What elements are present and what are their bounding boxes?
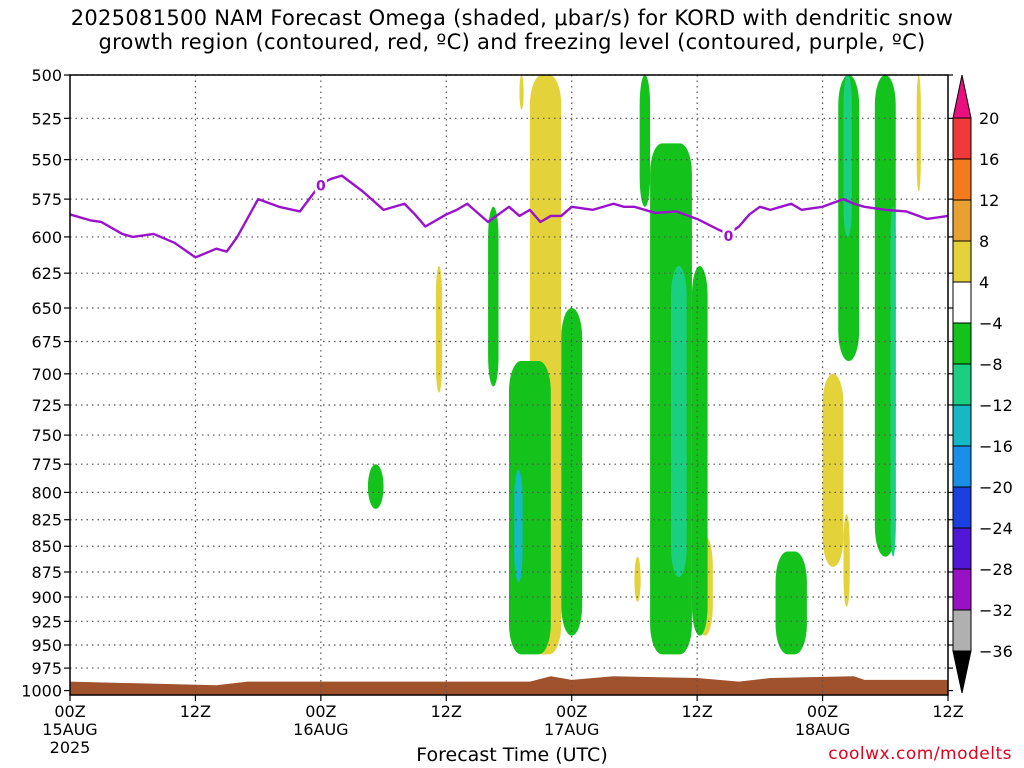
y-tick-label: 850 [31, 537, 62, 556]
x-tick-label: 12Z [180, 702, 211, 721]
x-tick-label: 00Z [305, 702, 336, 721]
colorbar-band [952, 404, 972, 447]
x-tick-label: 00Z [556, 702, 587, 721]
y-tick-label: 950 [31, 636, 62, 655]
x-tick-label: 00Z [54, 702, 85, 721]
colorbar-band [952, 445, 972, 488]
colorbar-band [952, 609, 972, 652]
omega-region [367, 464, 384, 509]
grid-layer [70, 74, 948, 695]
omega-region [890, 206, 896, 557]
colorbar-bottom-arrow [952, 650, 972, 694]
x-tick-date: 16AUG [293, 720, 348, 739]
colorbar-label: −28 [979, 560, 1013, 579]
colorbar-band [952, 486, 972, 529]
y-tick-label: 600 [31, 228, 62, 247]
colorbar-label: −24 [979, 519, 1013, 538]
x-tick-label: 00Z [807, 702, 838, 721]
y-tick-label: 825 [31, 511, 62, 530]
y-tick-label: 550 [31, 151, 62, 170]
y-tick-label: 725 [31, 396, 62, 415]
omega-region [639, 75, 651, 207]
x-tick-label: 12Z [681, 702, 712, 721]
colorbar-label: 4 [979, 273, 989, 292]
y-tick-label: 975 [31, 659, 62, 678]
omega-region [843, 514, 850, 607]
omega-region [916, 75, 921, 192]
colorbar-band [952, 240, 972, 283]
omega-region [671, 266, 687, 578]
colorbar-label: 16 [979, 150, 999, 169]
colorbar-label: −20 [979, 478, 1013, 497]
axes-layer: 500 525 550 575 600 625 650 675 700 725 750 775 800 8… [21, 66, 963, 757]
omega-region [691, 266, 708, 636]
omega-region [514, 469, 523, 583]
y-tick-label: 750 [31, 426, 62, 445]
omega-region [519, 75, 524, 110]
y-tick-label: 700 [31, 365, 62, 384]
colorbar-label: 20 [979, 109, 999, 128]
colorbar-band [952, 117, 972, 160]
colorbar-band [952, 363, 972, 406]
omega-region [843, 75, 852, 237]
colorbar-label: −4 [979, 314, 1003, 333]
colorbar-band [952, 527, 972, 570]
y-tick-label: 900 [31, 588, 62, 607]
freezing-level-label-bg [314, 176, 327, 193]
colorbar-top-arrow [952, 74, 972, 119]
chart-title-line2: growth region (contoured, red, ºC) and f… [98, 30, 926, 54]
colorbar-label: 8 [979, 232, 989, 251]
plot-frame [69, 74, 949, 696]
colorbar-label: −36 [979, 642, 1013, 661]
y-tick-label: 800 [31, 483, 62, 502]
y-tick-label: 775 [31, 455, 62, 474]
y-tick-label: 500 [31, 66, 62, 85]
colorbar-band [952, 199, 972, 242]
omega-region [775, 551, 807, 655]
freezing-level-label-bg [722, 226, 735, 243]
omega-shading-layer [70, 75, 948, 695]
x-tick-label: 12Z [431, 702, 462, 721]
source-credit: coolwx.com/modelts [828, 744, 1012, 764]
surface-terrain [70, 676, 948, 695]
colorbar-label: 12 [979, 191, 999, 210]
omega-region [435, 266, 443, 393]
y-tick-label: 1000 [21, 682, 62, 701]
x-tick-label: 12Z [932, 702, 963, 721]
colorbar-label: −16 [979, 437, 1013, 456]
chart-title-line1: 2025081500 NAM Forecast Omega (shaded, μ… [70, 6, 954, 30]
y-tick-label: 925 [31, 612, 62, 631]
y-tick-label: 625 [31, 264, 62, 283]
omega-region [634, 556, 641, 602]
x-tick-date: 17AUG [544, 720, 599, 739]
x-axis-title: Forecast Time (UTC) [416, 744, 608, 766]
freezing-level-line [69, 174, 949, 259]
colorbar-label: −12 [979, 396, 1013, 415]
omega-region [488, 206, 499, 387]
y-tick-label: 875 [31, 563, 62, 582]
colorbar-label: −8 [979, 355, 1003, 374]
y-tick-label: 575 [31, 190, 62, 209]
colorbar-label: −32 [979, 601, 1013, 620]
colorbar-band [952, 568, 972, 611]
x-tick-date: 18AUG [795, 720, 850, 739]
colorbar-band [952, 158, 972, 201]
x-tick-year: 2025 [50, 738, 91, 757]
omega-region [822, 373, 844, 567]
colorbar-band [952, 322, 972, 365]
colorbar-band [952, 281, 972, 324]
freezing-level-label: 0 [724, 229, 734, 245]
freezing-level-layer: 00 [69, 174, 949, 259]
chart-title: 2025081500 NAM Forecast Omega (shaded, μ… [0, 6, 1024, 54]
freezing-level-label: 0 [316, 179, 326, 195]
x-tick-date: 15AUG [42, 720, 97, 739]
colorbar: 20 16 12 8 4 −4 −8 −12 −16 −20 −24 −28 −32 −36 [952, 74, 1013, 694]
y-tick-label: 675 [31, 333, 62, 352]
y-tick-label: 650 [31, 299, 62, 318]
y-tick-label: 525 [31, 109, 62, 128]
